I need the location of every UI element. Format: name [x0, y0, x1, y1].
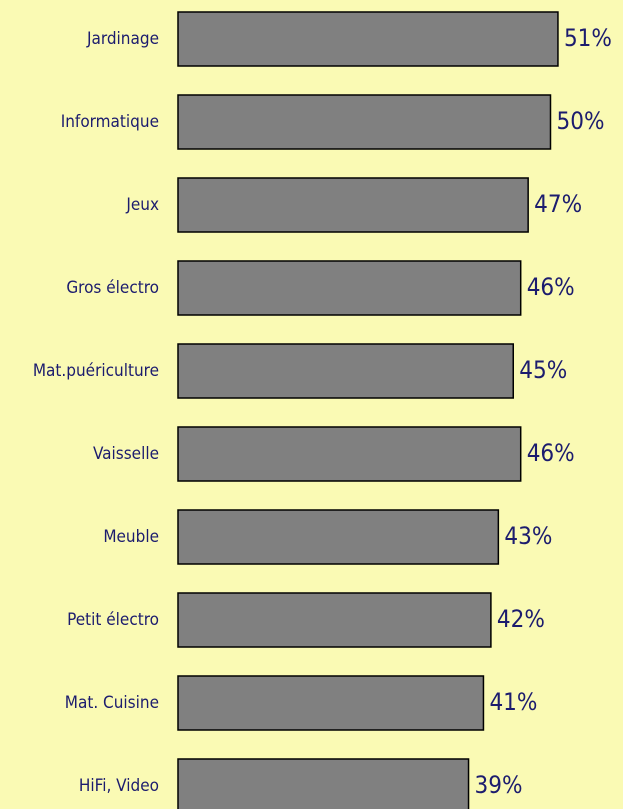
bar — [177, 509, 500, 565]
value-label: 51% — [564, 24, 612, 52]
value-label: 47% — [534, 190, 582, 218]
category-label: Mat.puériculture — [33, 361, 159, 381]
category-label: Meuble — [103, 527, 159, 547]
bar — [177, 94, 552, 150]
value-label: 46% — [527, 439, 575, 467]
value-label: 42% — [497, 605, 545, 633]
value-label: 45% — [519, 356, 567, 384]
value-label: 41% — [489, 688, 537, 716]
value-label: 46% — [527, 273, 575, 301]
bar — [177, 177, 529, 233]
bar — [177, 343, 514, 399]
category-label: Jeux — [125, 195, 159, 215]
category-label: Jardinage — [86, 29, 159, 49]
category-label: Informatique — [61, 112, 159, 132]
category-label: Mat. Cuisine — [65, 693, 159, 713]
bar — [177, 758, 470, 809]
bar — [177, 11, 559, 67]
category-label: Petit électro — [67, 610, 159, 630]
bar — [177, 426, 522, 482]
value-label: 43% — [504, 522, 552, 550]
bar — [177, 592, 492, 648]
category-label: Gros électro — [66, 278, 159, 298]
value-label: 39% — [475, 771, 523, 799]
category-label: Vaisselle — [93, 444, 159, 464]
bar — [177, 260, 522, 316]
value-label: 50% — [557, 107, 605, 135]
bar — [177, 675, 485, 731]
category-label: HiFi, Video — [79, 776, 159, 796]
